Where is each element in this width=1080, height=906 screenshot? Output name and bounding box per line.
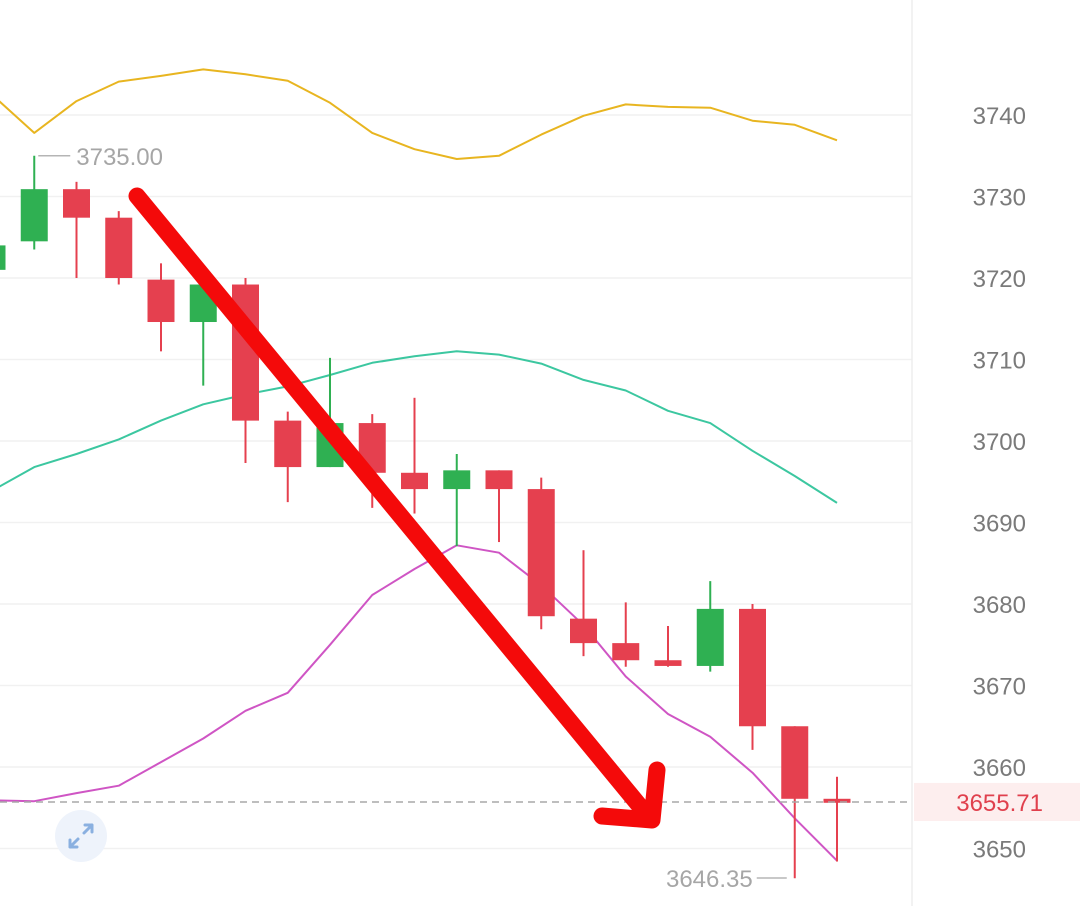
bollinger-bands <box>0 68 838 862</box>
min-price-label: 3646.35 <box>666 866 753 893</box>
y-tick-label: 3700 <box>973 429 1026 456</box>
candle <box>358 414 386 508</box>
candle <box>570 550 597 657</box>
trend-arrow-shaft <box>128 187 652 819</box>
y-tick-label: 3680 <box>973 592 1026 619</box>
candle-body <box>147 279 175 323</box>
candle-body <box>654 660 682 666</box>
candle <box>696 581 724 672</box>
candle-body <box>781 726 809 799</box>
candle-body <box>401 472 428 490</box>
candle <box>612 602 640 667</box>
y-tick-label: 3730 <box>973 185 1026 212</box>
y-tick-label: 3720 <box>973 266 1026 293</box>
candle-body <box>739 608 766 727</box>
last-price-tag-bg <box>914 782 1080 821</box>
y-tick-label: 3670 <box>973 674 1026 701</box>
candle <box>527 477 555 630</box>
trend-arrow <box>128 187 666 829</box>
y-tick-label: 3650 <box>973 837 1026 864</box>
candle <box>739 604 766 750</box>
candle <box>823 776 851 862</box>
trend-arrow-head <box>593 761 666 829</box>
y-axis-labels: 3650 3660 3670 3680 3690 3700 3710 3720 3730 3740 <box>973 103 1026 864</box>
candle-body <box>0 245 6 270</box>
candle <box>654 626 682 667</box>
candle <box>781 726 809 879</box>
y-tick-label: 3740 <box>973 103 1026 130</box>
middle-band-line <box>0 350 838 504</box>
expand-button[interactable] <box>55 810 107 862</box>
candle-body <box>696 608 724 666</box>
lower-band-line <box>0 544 838 862</box>
candle-body <box>20 189 48 242</box>
y-tick-label: 3660 <box>973 755 1026 782</box>
candle-body <box>105 217 133 278</box>
candle <box>20 155 48 250</box>
expand-icon <box>68 823 94 849</box>
candle-body <box>274 420 302 468</box>
upper-band-line <box>0 68 838 160</box>
y-tick-label: 3690 <box>973 511 1026 538</box>
candle <box>274 411 302 503</box>
candle <box>105 211 133 285</box>
candle <box>232 278 259 464</box>
y-tick-label: 3710 <box>973 348 1026 375</box>
candle-body <box>612 643 640 661</box>
candle-body <box>823 798 851 803</box>
candles <box>0 155 851 879</box>
candle <box>485 470 513 543</box>
candle-body <box>570 618 597 644</box>
candle <box>401 397 428 514</box>
candle-body <box>443 470 471 490</box>
candle-body <box>485 470 513 490</box>
candle <box>443 454 471 547</box>
last-price-label: 3655.71 <box>956 790 1043 817</box>
candle-body <box>527 489 555 617</box>
candle-body <box>63 189 90 218</box>
candle <box>147 263 175 352</box>
candle <box>63 181 90 278</box>
max-price-label: 3735.00 <box>76 144 163 171</box>
last-price-marker: 3655.71 <box>0 782 1080 821</box>
candle <box>0 245 6 270</box>
annotations: 3735.00 3646.35 <box>38 144 787 893</box>
